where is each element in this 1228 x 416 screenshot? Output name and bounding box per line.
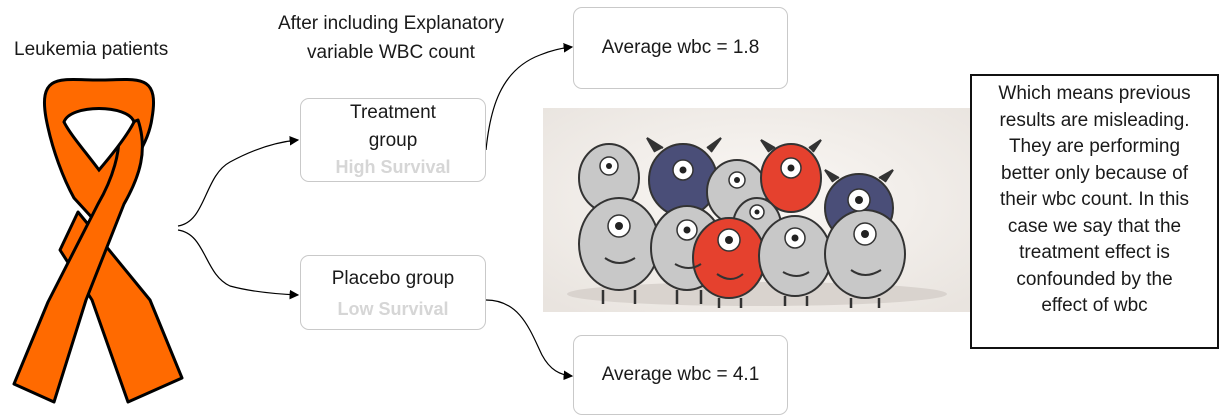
note-line: treatment effect is	[1019, 242, 1170, 263]
awareness-ribbon-icon	[12, 77, 184, 404]
note-line: better only because of	[1001, 162, 1188, 184]
explanation-note: Which means previous results are mislead…	[970, 74, 1219, 349]
arrow-to-placebo	[177, 229, 300, 300]
note-line: confounded by the	[1016, 268, 1173, 290]
treatment-outcome: High Survival	[335, 157, 451, 177]
note-line: effect of wbc	[1041, 295, 1148, 316]
arrow-to-wbc-high	[485, 43, 574, 151]
placebo-outcome: Low Survival	[337, 299, 449, 319]
wbc-high-label: Average wbc = 1.8	[601, 37, 760, 58]
patients-label: Leukemia patients	[14, 39, 169, 60]
monsters-illustration	[543, 108, 971, 312]
placebo-title: Placebo group	[331, 268, 455, 289]
wbc-high-box: Average wbc = 1.8	[573, 7, 788, 89]
monster-gray-front-1	[578, 197, 660, 291]
treatment-title-line1: Treatment	[350, 102, 436, 123]
heading-line2: variable WBC count	[307, 42, 475, 63]
arrow-to-wbc-low	[485, 299, 574, 381]
wbc-low-label: Average wbc = 4.1	[601, 364, 760, 385]
diagram-heading: After including Explanatory variable WBC…	[250, 12, 532, 65]
wbc-low-box: Average wbc = 4.1	[573, 335, 788, 415]
arrow-to-treatment	[177, 135, 300, 227]
note-line: case we say that the	[1007, 215, 1182, 237]
note-line: results are misleading.	[999, 109, 1190, 131]
placebo-group-box: Placebo group Low Survival	[300, 255, 486, 330]
note-line: their wbc count. In this	[999, 189, 1190, 210]
heading-line1: After including Explanatory	[277, 13, 504, 34]
treatment-group-box: Treatment group High Survival	[300, 98, 486, 182]
treatment-title-line2: group	[368, 130, 418, 151]
note-line: They are performing	[1008, 136, 1181, 157]
note-line: Which means previous	[998, 83, 1191, 104]
